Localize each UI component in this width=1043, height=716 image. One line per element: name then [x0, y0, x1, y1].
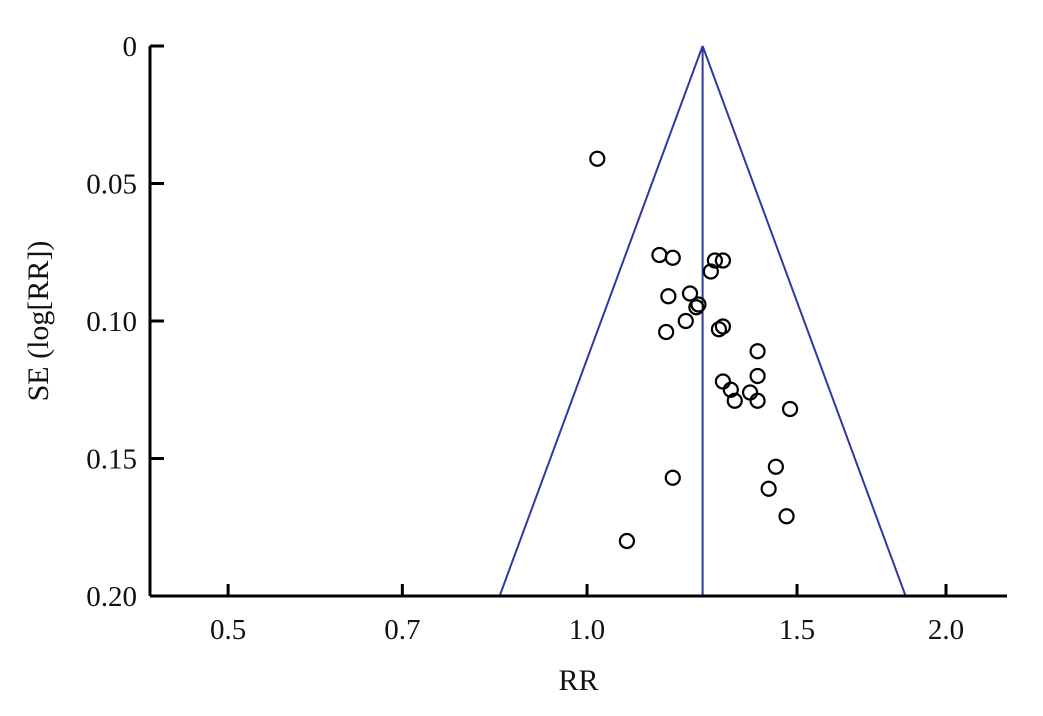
y-tick-label: 0.20: [86, 581, 137, 613]
study-point: [760, 480, 777, 497]
study-point: [749, 392, 766, 409]
x-axis-title: RR: [558, 664, 598, 697]
y-axis-title: SE (log[RR]): [22, 241, 55, 402]
study-point: [706, 252, 723, 269]
study-point: [714, 373, 732, 390]
study-point: [749, 343, 766, 360]
study-point: [778, 508, 795, 525]
study-point: [714, 252, 732, 269]
study-point: [589, 150, 606, 167]
y-tick-label: 0.15: [86, 444, 137, 476]
funnel-right-line: [701, 45, 907, 597]
study-point: [660, 288, 677, 305]
study-point: [714, 318, 732, 335]
study-point: [690, 296, 707, 313]
x-tick-label: 2.0: [928, 614, 964, 646]
x-tick-label: 0.5: [210, 614, 246, 646]
x-tick-label: 0.7: [384, 614, 420, 646]
y-ticks: 0 0.05 0.10 0.15 0.20: [86, 31, 164, 613]
y-tick-label: 0.05: [86, 169, 137, 201]
x-tick-label: 1.0: [569, 614, 605, 646]
y-tick-label: 0: [123, 31, 138, 63]
study-point: [726, 392, 743, 409]
study-point: [741, 384, 759, 401]
study-point: [618, 532, 636, 550]
study-point: [767, 458, 784, 475]
funnel-left-line: [498, 45, 704, 597]
y-tick-label: 0.10: [86, 306, 137, 338]
x-ticks: 0.5 0.7 1.0 1.5 2.0: [210, 584, 964, 646]
x-tick-label: 1.5: [779, 614, 815, 646]
study-point: [710, 321, 728, 338]
funnel-layer: [498, 45, 907, 597]
study-point: [677, 312, 694, 330]
study-point: [781, 400, 799, 418]
study-point: [681, 285, 699, 302]
study-point: [664, 249, 681, 266]
study-point: [688, 299, 705, 316]
study-point: [749, 367, 766, 385]
study-point: [651, 246, 668, 264]
study-point: [722, 381, 739, 398]
study-point: [702, 263, 719, 280]
points-layer: [589, 150, 799, 550]
study-point: [664, 469, 681, 486]
axes-layer: [148, 46, 1007, 598]
study-point: [658, 323, 675, 341]
